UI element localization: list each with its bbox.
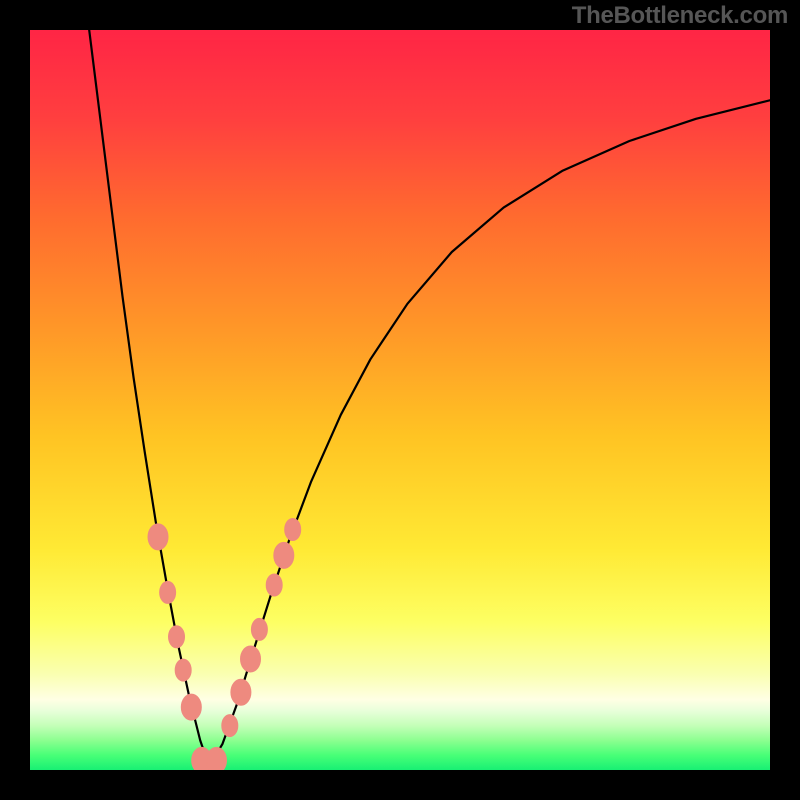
data-marker	[222, 715, 238, 737]
data-marker	[160, 581, 176, 603]
data-marker	[175, 659, 191, 681]
chart-container: TheBottleneck.com	[0, 0, 800, 800]
data-marker	[266, 574, 282, 596]
data-marker	[285, 519, 301, 541]
data-marker	[231, 679, 251, 705]
watermark-text: TheBottleneck.com	[572, 2, 788, 30]
data-marker	[206, 747, 226, 770]
data-marker	[274, 542, 294, 568]
gradient-background	[30, 30, 770, 770]
data-marker	[181, 694, 201, 720]
plot-area	[30, 30, 770, 770]
plot-svg	[30, 30, 770, 770]
data-marker	[251, 618, 267, 640]
data-marker	[169, 626, 185, 648]
data-marker	[148, 524, 168, 550]
data-marker	[241, 646, 261, 672]
